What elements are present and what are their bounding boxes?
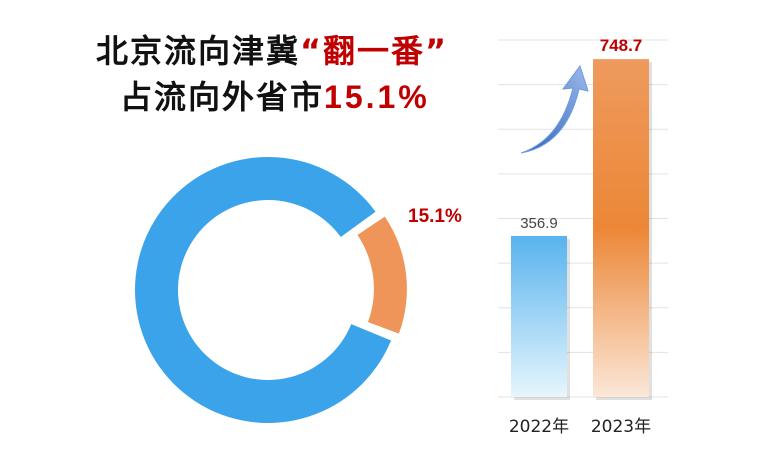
bar-2022年: [511, 235, 567, 397]
donut-slice-highlight: [357, 216, 407, 334]
title-line-2-main: 占流向外省市: [120, 78, 325, 116]
title-line-2-percent: 15.1%: [324, 79, 430, 115]
bar-chart: 356.9 2022年 748.7 2023年: [509, 36, 652, 437]
bar-2023年: [593, 59, 649, 398]
title-line-2: 占流向外省市15.1%: [120, 72, 430, 118]
bar-value-label: 748.7: [600, 36, 643, 55]
title-line-1: 北京流向津冀“翻一番”: [96, 26, 448, 72]
bar-value-label: 356.9: [520, 215, 558, 232]
donut-chart: [135, 157, 407, 424]
trend-arrow-icon: [520, 64, 589, 154]
bar-category-label: 2022年: [509, 417, 569, 437]
title-line-1-main: 北京流向津冀: [96, 32, 301, 70]
bar-category-label: 2023年: [591, 417, 651, 437]
title-line-1-highlight: “翻一番”: [300, 32, 449, 70]
donut-slice-label: 15.1%: [408, 206, 462, 227]
donut-slice-main: [135, 157, 392, 424]
